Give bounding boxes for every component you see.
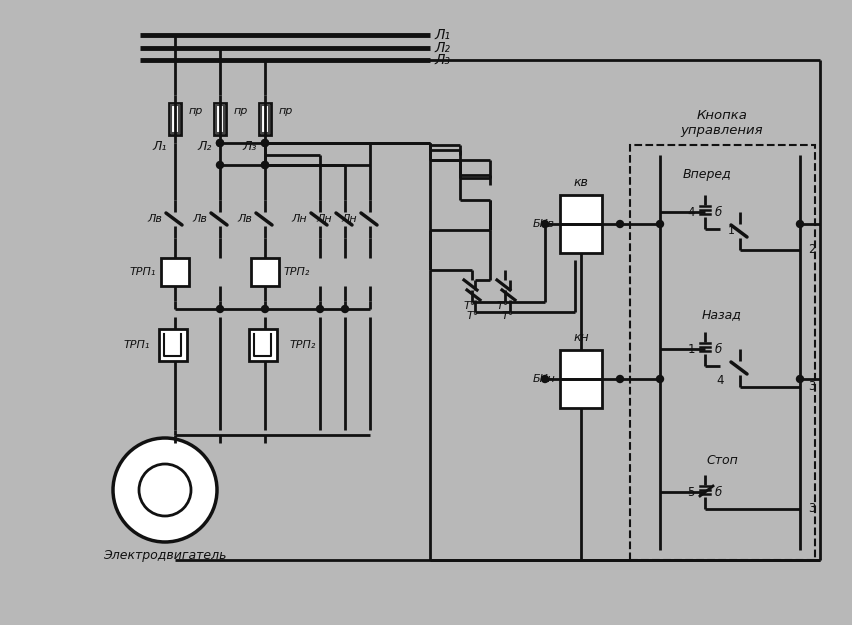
Text: 4: 4: [687, 206, 694, 219]
Text: Лн: Лн: [316, 214, 331, 224]
Text: пр: пр: [233, 106, 248, 116]
Text: Лн: Лн: [341, 214, 357, 224]
Circle shape: [796, 376, 803, 382]
Text: БКв: БКв: [532, 219, 555, 229]
Text: T°: T°: [501, 311, 514, 321]
Text: пр: пр: [279, 106, 293, 116]
Bar: [161, 258, 189, 286]
Bar: [169, 103, 181, 135]
Text: Электродвигатель: Электродвигатель: [103, 549, 227, 561]
Text: кв: кв: [573, 176, 588, 189]
Bar: [630, 145, 814, 560]
Circle shape: [656, 221, 663, 228]
Bar: [259, 103, 271, 135]
Circle shape: [656, 376, 663, 382]
Circle shape: [262, 161, 268, 169]
Text: Лв: Лв: [147, 214, 162, 224]
Circle shape: [216, 306, 223, 312]
Text: БКн: БКн: [532, 374, 555, 384]
Bar: [261, 105, 268, 133]
Text: ТРП₂: ТРП₂: [290, 340, 316, 350]
Text: T°: T°: [463, 301, 475, 311]
Circle shape: [341, 306, 348, 312]
Circle shape: [216, 139, 223, 146]
Text: ТРП₂: ТРП₂: [284, 267, 310, 277]
Bar: [170, 105, 179, 133]
Text: 4: 4: [716, 374, 722, 386]
Circle shape: [262, 139, 268, 146]
Text: 5: 5: [687, 486, 694, 499]
Text: 3: 3: [807, 503, 815, 516]
Circle shape: [216, 161, 223, 169]
Text: Л₂: Л₂: [434, 41, 450, 55]
Circle shape: [262, 161, 268, 169]
Text: Л₁: Л₁: [153, 139, 167, 152]
Text: Л₃: Л₃: [242, 139, 256, 152]
Text: Л₁: Л₁: [434, 28, 450, 42]
Text: Л₃: Л₃: [434, 53, 450, 67]
Text: Лн: Лн: [291, 214, 307, 224]
Text: ТРП₁: ТРП₁: [130, 267, 156, 277]
Bar: [214, 103, 226, 135]
Bar: [158, 329, 187, 361]
Circle shape: [541, 221, 548, 228]
Circle shape: [616, 221, 623, 228]
Circle shape: [262, 139, 268, 146]
Text: T°: T°: [466, 311, 479, 321]
Text: ТРП₁: ТРП₁: [124, 340, 150, 350]
Bar: [216, 105, 224, 133]
Text: Лв: Лв: [237, 214, 251, 224]
Text: 2: 2: [807, 244, 815, 256]
Text: Вперед: Вперед: [682, 169, 730, 181]
Bar: [249, 329, 277, 361]
Text: 3: 3: [807, 381, 815, 394]
Bar: [560, 195, 602, 253]
Text: кн: кн: [573, 331, 588, 344]
Text: 1: 1: [727, 226, 734, 236]
Bar: [560, 350, 602, 408]
Circle shape: [616, 376, 623, 382]
Text: Л₂: Л₂: [198, 139, 212, 152]
Text: Стоп: Стоп: [705, 454, 737, 466]
Text: пр: пр: [189, 106, 203, 116]
Text: б: б: [714, 344, 722, 356]
Text: 1: 1: [687, 344, 694, 356]
Circle shape: [316, 306, 323, 312]
Circle shape: [796, 221, 803, 228]
Text: Лв: Лв: [192, 214, 207, 224]
Text: Кнопка
управления: Кнопка управления: [680, 109, 763, 137]
Text: Назад: Назад: [701, 309, 741, 321]
Bar: [250, 258, 279, 286]
Circle shape: [112, 438, 216, 542]
Text: T°: T°: [496, 301, 509, 311]
Circle shape: [541, 376, 548, 382]
Text: б: б: [714, 206, 722, 219]
Text: б: б: [714, 486, 722, 499]
Circle shape: [262, 306, 268, 312]
Circle shape: [216, 139, 223, 146]
